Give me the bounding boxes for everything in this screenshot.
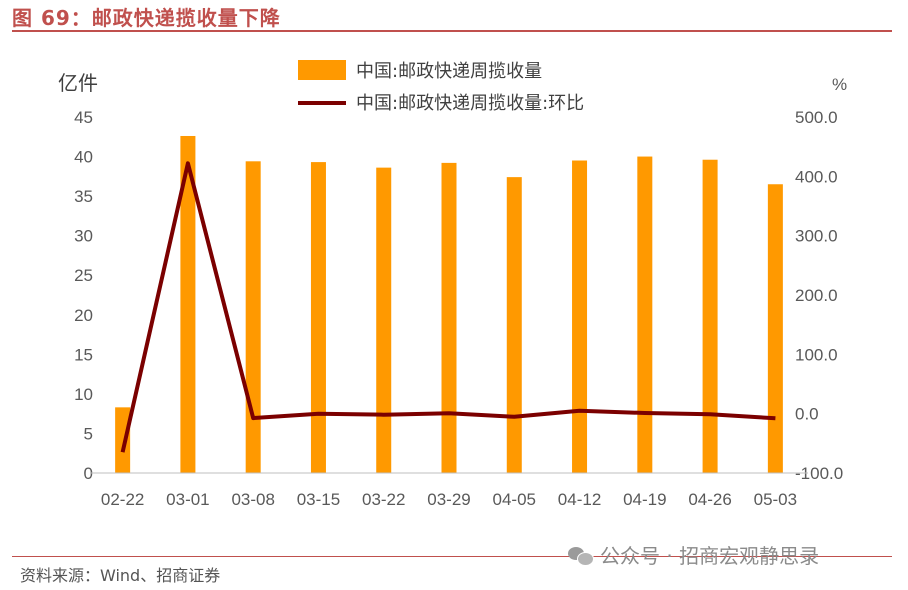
right-axis-unit: %: [832, 75, 847, 94]
wechat-icon: [568, 545, 594, 566]
left-tick-label: 45: [74, 108, 93, 127]
left-axis-unit: 亿件: [58, 71, 98, 95]
bar-04-05: [506, 177, 522, 473]
figure-title: 图 69：邮政快递揽收量下降: [12, 6, 281, 30]
legend-swatch-bar: [298, 60, 346, 80]
right-tick-label: 400.0: [795, 167, 838, 186]
bar-03-22: [376, 167, 392, 473]
left-tick-label: 0: [84, 464, 93, 483]
x-tick-label: 03-01: [166, 490, 209, 509]
x-tick-label: 03-22: [362, 490, 405, 509]
right-tick-label: 300.0: [795, 227, 838, 246]
x-tick-label: 03-08: [231, 490, 274, 509]
footer-rule: [12, 556, 892, 557]
legend-label-line: 中国:邮政快递周揽收量:环比: [356, 93, 584, 114]
bar-03-15: [310, 162, 326, 473]
x-tick-label: 03-15: [297, 490, 340, 509]
left-tick-label: 10: [74, 385, 93, 404]
right-tick-label: 500.0: [795, 108, 838, 127]
x-tick-label: 04-12: [558, 490, 601, 509]
title-rule: [12, 30, 892, 32]
left-tick-label: 15: [74, 345, 93, 364]
right-tick-label: 200.0: [795, 286, 838, 305]
x-tick-label: 02-22: [101, 490, 144, 509]
left-tick-label: 30: [74, 227, 93, 246]
left-tick-label: 5: [84, 424, 93, 443]
bar-04-19: [637, 156, 653, 474]
right-tick-label: 0.0: [795, 405, 819, 424]
right-tick-label: 100.0: [795, 345, 838, 364]
bar-03-29: [441, 162, 457, 473]
left-tick-label: 40: [74, 148, 93, 167]
left-tick-label: 25: [74, 266, 93, 285]
bar-04-26: [702, 159, 718, 473]
x-tick-label: 04-26: [688, 490, 731, 509]
watermark-text: 公众号 · 招商宏观静思录: [600, 544, 820, 568]
right-tick-label: -100.0: [795, 464, 843, 483]
legend-label-bar: 中国:邮政快递周揽收量: [356, 61, 542, 82]
bar-03-01: [180, 135, 196, 473]
source-note: 资料来源：Wind、招商证券: [20, 566, 221, 585]
bar-02-22: [115, 407, 131, 473]
chart: 02-22 03-01 03-08 03-15 03-22 03-29 04-05 04-12…: [58, 60, 847, 509]
left-tick-label: 35: [74, 187, 93, 206]
series-line-ratio: [120, 161, 776, 453]
bar-04-12: [572, 160, 588, 473]
x-tick-label: 04-19: [623, 490, 666, 509]
x-tick-label: 05-03: [754, 490, 797, 509]
watermark: 公众号 · 招商宏观静思录: [568, 540, 819, 569]
bar-03-08: [245, 161, 261, 473]
x-tick-label: 03-29: [427, 490, 470, 509]
bar-05-03: [767, 184, 783, 473]
left-tick-label: 20: [74, 306, 93, 325]
legend: 中国:邮政快递周揽收量 中国:邮政快递周揽收量:环比: [298, 60, 584, 114]
x-tick-label: 04-05: [493, 490, 536, 509]
